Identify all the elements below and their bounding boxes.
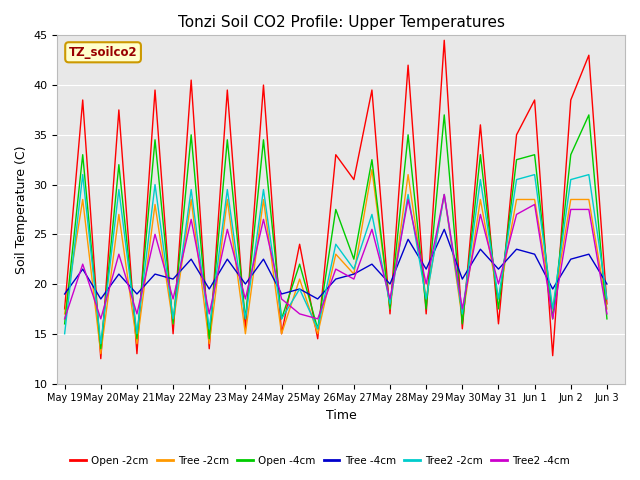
X-axis label: Time: Time [326, 409, 356, 422]
Legend: Open -2cm, Tree -2cm, Open -4cm, Tree -4cm, Tree2 -2cm, Tree2 -4cm: Open -2cm, Tree -2cm, Open -4cm, Tree -4… [67, 452, 573, 470]
Title: Tonzi Soil CO2 Profile: Upper Temperatures: Tonzi Soil CO2 Profile: Upper Temperatur… [178, 15, 505, 30]
Y-axis label: Soil Temperature (C): Soil Temperature (C) [15, 145, 28, 274]
Text: TZ_soilco2: TZ_soilco2 [68, 46, 138, 59]
